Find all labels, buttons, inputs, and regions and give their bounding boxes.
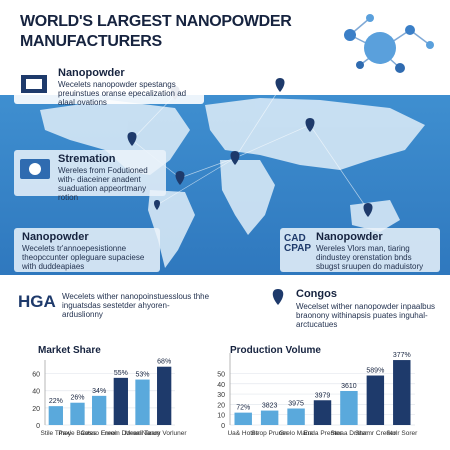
bar-label: 53% (135, 372, 149, 379)
bar-label: 72% (236, 405, 250, 412)
bar (260, 410, 279, 425)
card: CAD CPAP Nanopowder Wereles Vlors man, t… (280, 228, 440, 272)
category: Shamr Creeer (355, 430, 397, 437)
bar-label: 3610 (341, 383, 357, 390)
x-tick-label: Enda Premer (303, 430, 342, 437)
bar (366, 375, 385, 425)
y-tick-label: 0 (36, 423, 40, 430)
y-tick-label: 50 (217, 371, 225, 378)
x-tick-label: Stolr Sorer (386, 430, 418, 437)
x-tick-label: Nanoy Vorluner (142, 430, 188, 437)
bar-label: 26% (70, 395, 84, 402)
category: Grelo Mana (279, 430, 313, 437)
bar (48, 406, 63, 425)
bar-label: 22% (49, 398, 63, 405)
y-tick-label: 0 (221, 423, 225, 430)
card-title: Nanopowder (316, 231, 383, 243)
category: Nanoy Vorluner (142, 430, 188, 437)
logo: HGA (18, 292, 56, 311)
card: Stremation Wereles from Fodutioned with-… (14, 150, 166, 202)
bar-label: 589% (366, 368, 384, 375)
x-tick-label: Ua& Hotes (227, 430, 259, 437)
text: Wecelets wither nanopoinstuesslous thhe … (62, 292, 210, 319)
card-icon (21, 75, 47, 93)
bar-label: 377% (393, 352, 411, 359)
x-tick-label: Mroali Team (125, 430, 160, 437)
card-text: Wereles from Fodutioned with- diaceiner … (58, 166, 148, 202)
category: Strop Pruner (251, 430, 289, 437)
charts: Market Share 0 20 40 60 22% Stile Tmey 26% Paxie… (32, 345, 418, 437)
bar-label: 68% (157, 359, 171, 366)
y-tick-label: 40 (217, 382, 225, 389)
y-tick-label: 20 (217, 402, 225, 409)
category: Paxie Baotes (58, 430, 97, 437)
bar (92, 395, 107, 425)
bar-label: 34% (92, 388, 106, 395)
card: Nanopowder Wecelets tr'annoepesistionne … (14, 228, 160, 272)
bar (393, 360, 411, 425)
x-tick-label: Grelo Mana (279, 430, 313, 437)
card-title: Stremation (58, 153, 116, 165)
bar-label: 55% (114, 370, 128, 377)
bar (313, 400, 332, 425)
x-tick-label: Strop Pruner (251, 430, 289, 437)
x-tick-label: Shamr Creeer (355, 430, 397, 437)
bar (135, 379, 150, 425)
section-title: Congos (296, 288, 337, 300)
card: Nanopowder Wecelets nanopowder spestangs… (14, 64, 204, 107)
page-title: WORLD'S LARGEST NANOPOWDER MANUFACTURERS (20, 13, 292, 50)
card-icon (20, 159, 50, 179)
bar-label: 3975 (288, 401, 304, 408)
x-tick-label: Paxie Baotes (58, 430, 97, 437)
bar (157, 366, 172, 425)
x-tick-label: Stile Tmey (41, 430, 72, 437)
card-text: Wecelets tr'annoepesistionne theopccunte… (22, 244, 145, 271)
y-tick-label: 30 (217, 392, 225, 399)
x-tick-label: Stoaa Drater (330, 430, 368, 437)
bar (340, 390, 358, 425)
chart-title: Market Share (38, 345, 101, 356)
x-tick-label: Ereoin Doeen (101, 430, 141, 437)
y-tick-label: 40 (32, 389, 40, 396)
category: Stile Tmey (41, 430, 72, 437)
chart-title: Production Volume (230, 345, 321, 356)
card-text: Wereles Vlors man, tiaring dindustey ore… (316, 244, 424, 271)
category: Cesso Fnren (81, 430, 119, 437)
category: Ua& Hotes (227, 430, 259, 437)
card-title: Nanopowder (22, 231, 89, 243)
category: Ereoin Doeen (101, 430, 141, 437)
y-tick-label: 60 (32, 372, 40, 379)
bar-label: 3823 (262, 403, 278, 410)
y-tick-label: 10 (217, 413, 225, 420)
category: Enda Premer (303, 430, 342, 437)
card-title: Nanopowder (58, 67, 125, 79)
bar-label: 3979 (315, 392, 331, 399)
category: Stoaa Drater (330, 430, 368, 437)
category: Stolr Sorer (386, 430, 418, 437)
bar (234, 412, 252, 425)
category: Mroali Team (125, 430, 160, 437)
card-text: Wecelets nanopowder spestangs preuinstue… (58, 80, 187, 107)
text: Wecelset wither nanopowder inpaalbus bra… (296, 302, 436, 329)
bar (113, 377, 128, 425)
x-tick-label: Cesso Fnren (81, 430, 119, 437)
y-tick-label: 20 (32, 406, 40, 413)
bar (70, 402, 85, 425)
molecule (344, 14, 434, 73)
bar (287, 408, 305, 425)
card-logo: CAD CPAP (284, 233, 312, 254)
